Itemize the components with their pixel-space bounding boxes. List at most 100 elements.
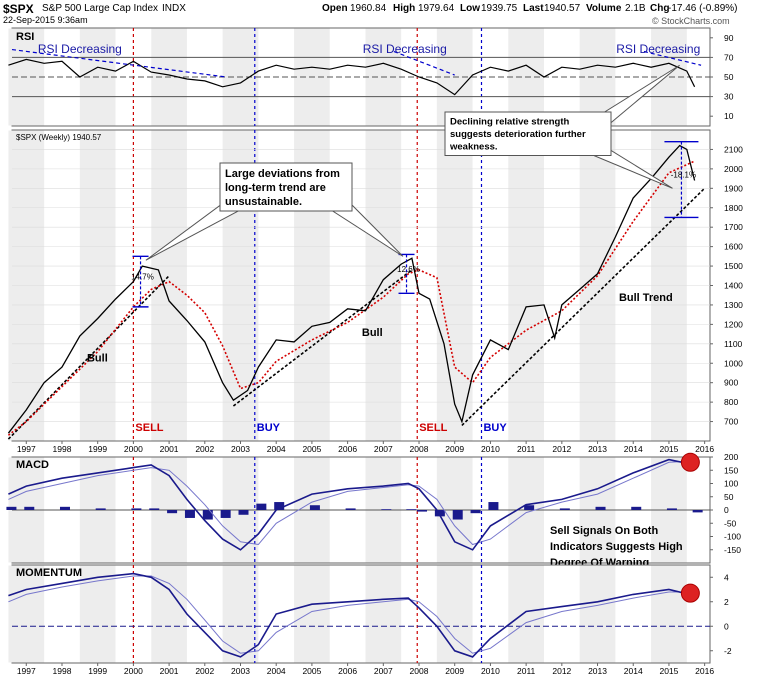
momentum-x-label: 2009 bbox=[445, 666, 464, 676]
price-x-label: 2008 bbox=[410, 444, 429, 454]
price-y-label: 900 bbox=[724, 378, 738, 388]
macd-histogram-bar bbox=[149, 508, 160, 510]
macd-histogram-bar bbox=[184, 510, 195, 518]
rsi-title: RSI bbox=[16, 31, 34, 43]
macd-histogram-bar bbox=[131, 508, 142, 510]
macd-histogram-bar bbox=[6, 506, 17, 510]
price-y-label: 700 bbox=[724, 417, 738, 427]
price-x-label: 2013 bbox=[588, 444, 607, 454]
year-band bbox=[651, 565, 687, 663]
macd-histogram-bar bbox=[559, 508, 570, 510]
rsi-series-line bbox=[8, 58, 696, 96]
price-x-label: 2015 bbox=[659, 444, 678, 454]
rsi-decreasing-label: RSI Decreasing bbox=[616, 42, 700, 56]
momentum-x-label: 2014 bbox=[624, 666, 643, 676]
price-y-label: 1000 bbox=[724, 358, 743, 368]
trend-line bbox=[232, 269, 413, 407]
last-label: Last bbox=[523, 3, 544, 14]
momentum-x-label: 2012 bbox=[552, 666, 571, 676]
low-value: 1939.75 bbox=[481, 3, 518, 14]
price-x-label: 2000 bbox=[124, 444, 143, 454]
macd-y-label: -50 bbox=[724, 518, 737, 528]
year-band bbox=[365, 565, 402, 663]
macd-y-label: -100 bbox=[724, 532, 741, 542]
macd-y-label: 0 bbox=[724, 505, 729, 515]
deviation-callout-line: long-term trend are bbox=[225, 182, 326, 194]
rsi-y-label: 50 bbox=[724, 72, 734, 82]
macd-y-label: -150 bbox=[724, 545, 741, 555]
momentum-y-label: 0 bbox=[724, 621, 729, 631]
macd-histogram-bar bbox=[59, 506, 70, 510]
price-y-label: 2100 bbox=[724, 144, 743, 154]
bull-label: Bull bbox=[87, 352, 108, 364]
price-x-label: 2016 bbox=[695, 444, 714, 454]
momentum-x-label: 2005 bbox=[302, 666, 321, 676]
momentum-y-label: -2 bbox=[724, 646, 732, 656]
price-x-label: 2001 bbox=[160, 444, 179, 454]
header-name: S&P 500 Large Cap Index bbox=[42, 3, 159, 14]
price-legend-label: $SPX (Weekly) 1940.57 bbox=[16, 133, 102, 142]
momentum-x-label: 2010 bbox=[481, 666, 500, 676]
high-label: High bbox=[393, 3, 416, 14]
macd-y-label: 200 bbox=[724, 452, 738, 462]
momentum-x-label: 2003 bbox=[231, 666, 250, 676]
rsi-trendline bbox=[393, 50, 455, 76]
momentum-x-label: 2006 bbox=[338, 666, 357, 676]
macd-histogram-bar bbox=[345, 508, 356, 510]
momentum-x-label: 2004 bbox=[267, 666, 286, 676]
high-value: 1979.64 bbox=[418, 3, 455, 14]
last-value: 1940.57 bbox=[544, 3, 581, 14]
price-x-label: 2005 bbox=[302, 444, 321, 454]
price-x-label: 2010 bbox=[481, 444, 500, 454]
price-x-label: 2009 bbox=[445, 444, 464, 454]
price-y-label: 1900 bbox=[724, 183, 743, 193]
macd-histogram-bar bbox=[452, 510, 463, 520]
momentum-y-label: 2 bbox=[724, 597, 729, 607]
momentum-x-label: 2011 bbox=[517, 666, 536, 676]
price-x-label: 1997 bbox=[17, 444, 36, 454]
macd-line bbox=[8, 458, 695, 551]
momentum-x-label: 2013 bbox=[588, 666, 607, 676]
rsi-callout-box bbox=[444, 111, 612, 156]
price-x-label: 2004 bbox=[267, 444, 286, 454]
rsi-y-label: 30 bbox=[724, 92, 734, 102]
price-y-label: 1100 bbox=[724, 339, 743, 349]
rsi-y-label: 10 bbox=[724, 111, 734, 121]
signal-label-sell: SELL bbox=[135, 422, 163, 434]
macd-histogram-bar bbox=[309, 505, 320, 510]
macd-histogram-bar bbox=[220, 510, 231, 518]
price-y-label: 1400 bbox=[724, 281, 743, 291]
momentum-x-label: 2007 bbox=[374, 666, 393, 676]
momentum-line bbox=[8, 572, 695, 658]
momentum-title: MOMENTUM bbox=[16, 567, 82, 579]
macd-histogram-bar bbox=[524, 505, 535, 510]
macd-histogram-bar bbox=[434, 510, 445, 517]
price-x-label: 2003 bbox=[231, 444, 250, 454]
macd-histogram-bar bbox=[167, 510, 178, 514]
momentum-sell-marker bbox=[680, 583, 700, 603]
bull-label: Bull bbox=[362, 327, 383, 339]
volume-value: 2.1B bbox=[625, 3, 646, 14]
momentum-y-label: 4 bbox=[724, 572, 729, 582]
macd-signal-line bbox=[8, 460, 695, 546]
price-y-label: 1200 bbox=[724, 319, 743, 329]
macd-histogram-bar bbox=[238, 510, 249, 515]
chg-value: -17.46 (-0.89%) bbox=[668, 3, 738, 14]
momentum-x-label: 2000 bbox=[124, 666, 143, 676]
momentum-x-label: 2015 bbox=[659, 666, 678, 676]
momentum-x-label: 2016 bbox=[695, 666, 714, 676]
macd-histogram-bar bbox=[488, 502, 499, 510]
trend-line bbox=[7, 275, 170, 440]
macd-y-label: 100 bbox=[724, 479, 738, 489]
chg-label: Chg bbox=[650, 3, 670, 14]
macd-histogram-bar bbox=[470, 510, 481, 514]
year-band bbox=[79, 565, 116, 663]
price-x-label: 2007 bbox=[374, 444, 393, 454]
momentum-x-label: 1997 bbox=[17, 666, 36, 676]
year-band bbox=[294, 565, 330, 663]
price-y-label: 800 bbox=[724, 397, 738, 407]
header-date: 22-Sep-2015 9:36am bbox=[3, 15, 88, 25]
rsi-y-label: 90 bbox=[724, 33, 734, 43]
